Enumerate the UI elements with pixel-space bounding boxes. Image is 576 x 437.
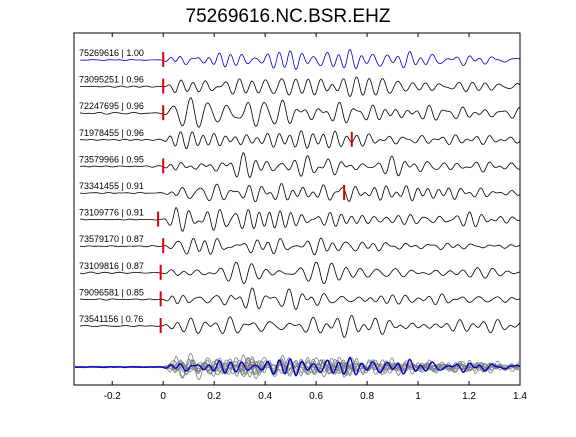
trace-line [79, 183, 521, 203]
traces-layer [79, 48, 521, 338]
chart-title: 75269616.NC.BSR.EHZ [185, 6, 391, 27]
labels-layer: 75269616 | 1.00 73095251 | 0.96 72247695 |… [79, 48, 144, 324]
trace-line [80, 206, 521, 232]
trace-line [80, 76, 521, 98]
trace-label: 71978455 | 0.96 [79, 128, 144, 138]
x-axis: -0.2 0 0.2 0.4 0.6 0.8 1 1.2 1.4 [104, 33, 527, 402]
trace-label: 73095251 | 0.96 [79, 75, 144, 85]
x-tick-label: -0.2 [104, 391, 122, 402]
trace-line [80, 48, 521, 71]
x-tick-label: 1.4 [513, 391, 527, 402]
x-tick-label: 1 [415, 391, 421, 402]
trace-line [79, 152, 521, 179]
x-tick-label: 0.4 [258, 391, 272, 402]
axes-box [73, 32, 521, 386]
x-tick-label: 0.2 [207, 391, 221, 402]
trace-label: 79096581 | 0.85 [79, 287, 144, 297]
trace-line [79, 287, 521, 311]
trace-label: 73579966 | 0.95 [79, 154, 144, 164]
trace-label: 73109816 | 0.87 [79, 261, 144, 271]
trace-label: 75269616 | 1.00 [79, 48, 144, 58]
trace-label: 73341455 | 0.91 [79, 181, 144, 191]
trace-label: 73541156 | 0.76 [79, 314, 143, 324]
picks-layer [157, 52, 353, 333]
trace-line [79, 130, 521, 150]
trace-label: 73579170 | 0.87 [79, 234, 144, 244]
trace-line [79, 237, 521, 256]
trace-line [79, 261, 521, 285]
x-tick-label: 0.6 [309, 391, 323, 402]
stack-reference [74, 356, 521, 377]
trace-label: 73109776 | 0.91 [79, 208, 144, 218]
x-tick-label: 1.2 [462, 391, 476, 402]
x-tick-label: 0 [160, 391, 166, 402]
x-tick-label: 0.8 [360, 391, 374, 402]
stack-layer [74, 352, 521, 381]
trace-line [79, 315, 521, 338]
trace-label: 72247695 | 0.96 [79, 101, 144, 111]
trace-line [79, 97, 520, 128]
